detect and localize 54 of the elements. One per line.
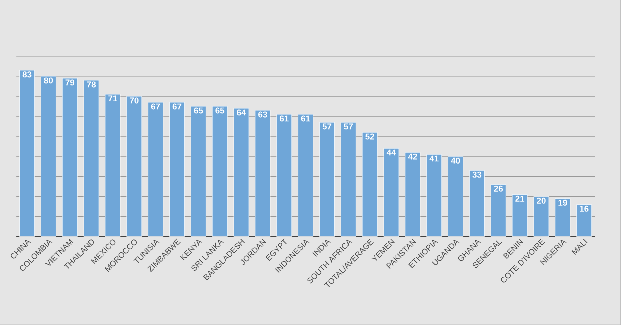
- data-label: 65: [194, 108, 204, 114]
- data-label: 57: [322, 124, 332, 130]
- data-label: 44: [386, 150, 396, 156]
- data-label: 21: [516, 196, 525, 202]
- data-label: 33: [472, 172, 482, 178]
- bar: [105, 94, 121, 237]
- bar: [20, 70, 35, 237]
- bar: [190, 106, 206, 237]
- data-label: 65: [216, 108, 225, 114]
- data-label: 42: [408, 154, 418, 160]
- data-label: 57: [344, 124, 354, 130]
- data-label: 79: [66, 80, 75, 86]
- bar: [512, 194, 528, 237]
- data-label: 80: [44, 78, 54, 84]
- bar: [320, 122, 335, 237]
- data-label: 64: [237, 110, 246, 116]
- data-label: 70: [130, 98, 139, 104]
- bar: [448, 156, 464, 237]
- data-label: 67: [172, 104, 182, 110]
- bar: [40, 76, 56, 237]
- bar: [362, 132, 378, 237]
- bar: [276, 114, 292, 237]
- data-label: 78: [87, 82, 96, 88]
- data-label: 16: [580, 206, 589, 212]
- bar: [384, 148, 400, 237]
- bar: [234, 108, 250, 237]
- bar: [298, 114, 314, 237]
- data-label: 19: [558, 200, 568, 206]
- bar: [576, 204, 592, 237]
- data-label: 52: [366, 134, 374, 140]
- data-label: 61: [280, 116, 289, 122]
- bar: [148, 102, 164, 237]
- bar: [126, 96, 142, 237]
- bar: [84, 80, 100, 237]
- data-label: 83: [22, 72, 32, 78]
- data-label: 71: [108, 96, 118, 102]
- bar: [405, 152, 421, 237]
- data-label: 40: [451, 158, 460, 164]
- data-label: 63: [258, 112, 268, 118]
- data-label: 26: [494, 186, 504, 192]
- data-label: 20: [537, 198, 546, 204]
- bar: [255, 110, 271, 237]
- bar: [62, 78, 78, 237]
- data-label: 41: [430, 156, 439, 162]
- bar: [426, 154, 442, 237]
- bar: [212, 106, 228, 237]
- data-label: 61: [301, 116, 310, 122]
- bar: [170, 102, 185, 237]
- data-label: 67: [151, 104, 160, 110]
- bar: [490, 184, 506, 237]
- bar: [534, 196, 550, 237]
- bar: [555, 198, 571, 237]
- bar: [469, 170, 485, 237]
- bar: [340, 122, 356, 237]
